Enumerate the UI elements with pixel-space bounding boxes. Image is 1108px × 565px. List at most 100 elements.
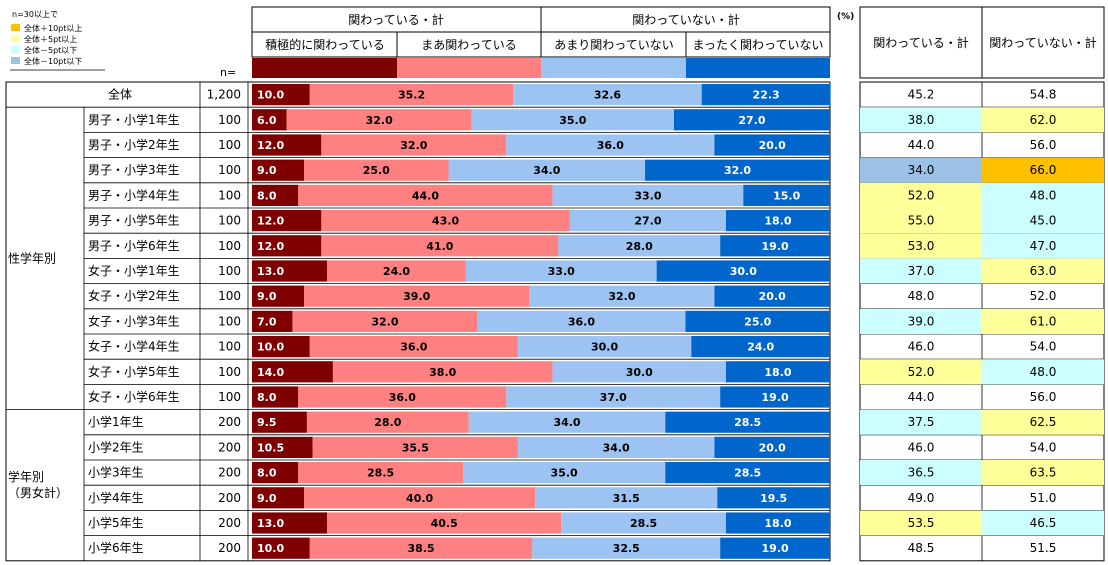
section-label: 学年別	[8, 469, 44, 484]
bar-segment-1	[252, 285, 305, 307]
bar-value-label: 32.0	[371, 315, 398, 328]
bar-segment-4	[720, 386, 830, 408]
bar-segment-3	[517, 436, 715, 458]
bar-segment-3	[561, 512, 726, 534]
bar-value-label: 36.0	[400, 341, 427, 354]
bar-segment-1	[252, 361, 333, 383]
sum1-highlight	[860, 359, 982, 385]
row-label: 男子・小学5年生	[88, 213, 180, 228]
sum-involved: 39.0	[908, 314, 935, 328]
bar-value-label: 7.0	[257, 315, 277, 328]
legend-bar-cat-1	[252, 58, 397, 78]
bar-segment-3	[569, 210, 726, 232]
legend-label-0: 全体＋10pt以上	[24, 23, 82, 33]
section-label: 性学年別	[8, 250, 56, 265]
group-not-involved-label: 関わっていない・計	[632, 12, 739, 27]
bar-segment-4	[743, 184, 830, 206]
bar-value-label: 25.0	[363, 164, 390, 177]
bar-value-label: 36.0	[597, 139, 624, 152]
sum-involved: 48.5	[908, 541, 935, 555]
sum-not-involved: 63.0	[1030, 264, 1057, 278]
sum-involved: 36.5	[908, 466, 935, 480]
bar-segment-1	[252, 310, 293, 332]
row-n: 1,200	[207, 88, 241, 102]
bar-segment-3	[448, 159, 646, 181]
sum-involved: 38.0	[908, 113, 935, 127]
bar-value-label: 9.0	[257, 290, 277, 303]
bar-value-label: 18.0	[764, 215, 791, 228]
bar-value-label: 32.6	[594, 89, 621, 102]
table-row: 小学1年生 200 9.5 28.0 34.0 28.5 37.5 62.5	[88, 409, 1104, 435]
sum-not-involved: 52.0	[1030, 289, 1057, 303]
row-n: 200	[218, 466, 241, 480]
row-n: 100	[218, 289, 241, 303]
bar-value-label: 12.0	[257, 240, 284, 253]
bar-segment-3	[462, 462, 666, 484]
sum-not-involved: 56.0	[1030, 138, 1057, 152]
bar-value-label: 9.0	[257, 164, 277, 177]
bar-segment-2	[292, 310, 478, 332]
bar-value-label: 22.3	[753, 89, 780, 102]
bar-value-label: 36.0	[389, 391, 416, 404]
bar-segment-1	[252, 512, 328, 534]
legend-label-2: 全体－5pt以下	[24, 45, 77, 55]
sum1-highlight	[860, 157, 982, 183]
sum-not-involved: 48.0	[1030, 365, 1057, 379]
bar-value-label: 28.5	[734, 467, 761, 480]
sum-not-involved: 48.0	[1030, 188, 1057, 202]
sum2-highlight	[982, 258, 1104, 284]
bar-segment-2	[332, 361, 553, 383]
sum-involved: 44.0	[908, 390, 935, 404]
legend-cat-2: まあ関わっている	[421, 38, 516, 52]
table-rows: 全体 1,200 10.0 35.2 32.6 22.3 45.2 54.8 男子・小学1年生 1…	[88, 84, 1104, 559]
bar-segment-3	[468, 411, 666, 433]
bar-segment-4	[714, 436, 830, 458]
legend-swatch-2	[11, 46, 20, 53]
sum-involved: 52.0	[908, 188, 935, 202]
bar-value-label: 30.0	[730, 265, 757, 278]
bar-segment-4	[701, 84, 831, 106]
bar-segment-4	[691, 336, 830, 358]
bar-segment-1	[252, 411, 307, 433]
bar-segment-4	[714, 134, 830, 156]
table-row: 女子・小学4年生 100 10.0 36.0 30.0 24.0 46.0 54.0	[88, 336, 1056, 358]
sum-not-involved: 62.5	[1030, 415, 1057, 429]
sum-not-involved: 63.5	[1030, 466, 1057, 480]
bar-value-label: 24.0	[383, 265, 410, 278]
bar-segment-4	[714, 285, 830, 307]
sum2-highlight	[982, 359, 1104, 385]
row-n: 100	[218, 214, 241, 228]
bar-segment-1	[252, 210, 322, 232]
row-n: 100	[218, 113, 241, 127]
sum-not-involved: 51.0	[1030, 491, 1057, 505]
sum2-highlight	[982, 107, 1104, 133]
bar-value-label: 35.0	[551, 467, 578, 480]
bar-segment-2	[298, 386, 507, 408]
sum-not-involved: 56.0	[1030, 390, 1057, 404]
row-n: 100	[218, 314, 241, 328]
row-n: 200	[218, 516, 241, 530]
right-col1-header: 関わっている・計	[873, 35, 968, 50]
bar-value-label: 20.0	[759, 139, 786, 152]
row-label: 女子・小学3年生	[88, 313, 180, 328]
bar-segment-2	[312, 436, 518, 458]
sum1-highlight	[860, 510, 982, 536]
bar-segment-4	[673, 109, 830, 131]
sum-involved: 34.0	[908, 163, 935, 177]
row-n: 100	[218, 188, 241, 202]
bar-value-label: 18.0	[764, 366, 791, 379]
sum-not-involved: 62.0	[1030, 113, 1057, 127]
table-row: 女子・小学1年生 100 13.0 24.0 33.0 30.0 37.0 63.0	[88, 258, 1104, 284]
legend-label-1: 全体＋5pt以上	[24, 34, 77, 44]
bar-segment-2	[304, 487, 536, 509]
table-row: 女子・小学3年生 100 7.0 32.0 36.0 25.0 39.0 61.0	[88, 308, 1104, 334]
bar-value-label: 32.0	[400, 139, 427, 152]
sum-involved: 53.0	[908, 239, 935, 253]
bar-segment-3	[477, 310, 686, 332]
sum-involved: 37.5	[908, 415, 935, 429]
bar-segment-1	[252, 386, 299, 408]
bar-value-label: 30.0	[626, 366, 653, 379]
sum1-highlight	[860, 258, 982, 284]
sum-involved: 46.0	[908, 440, 935, 454]
bar-value-label: 38.5	[407, 542, 434, 555]
